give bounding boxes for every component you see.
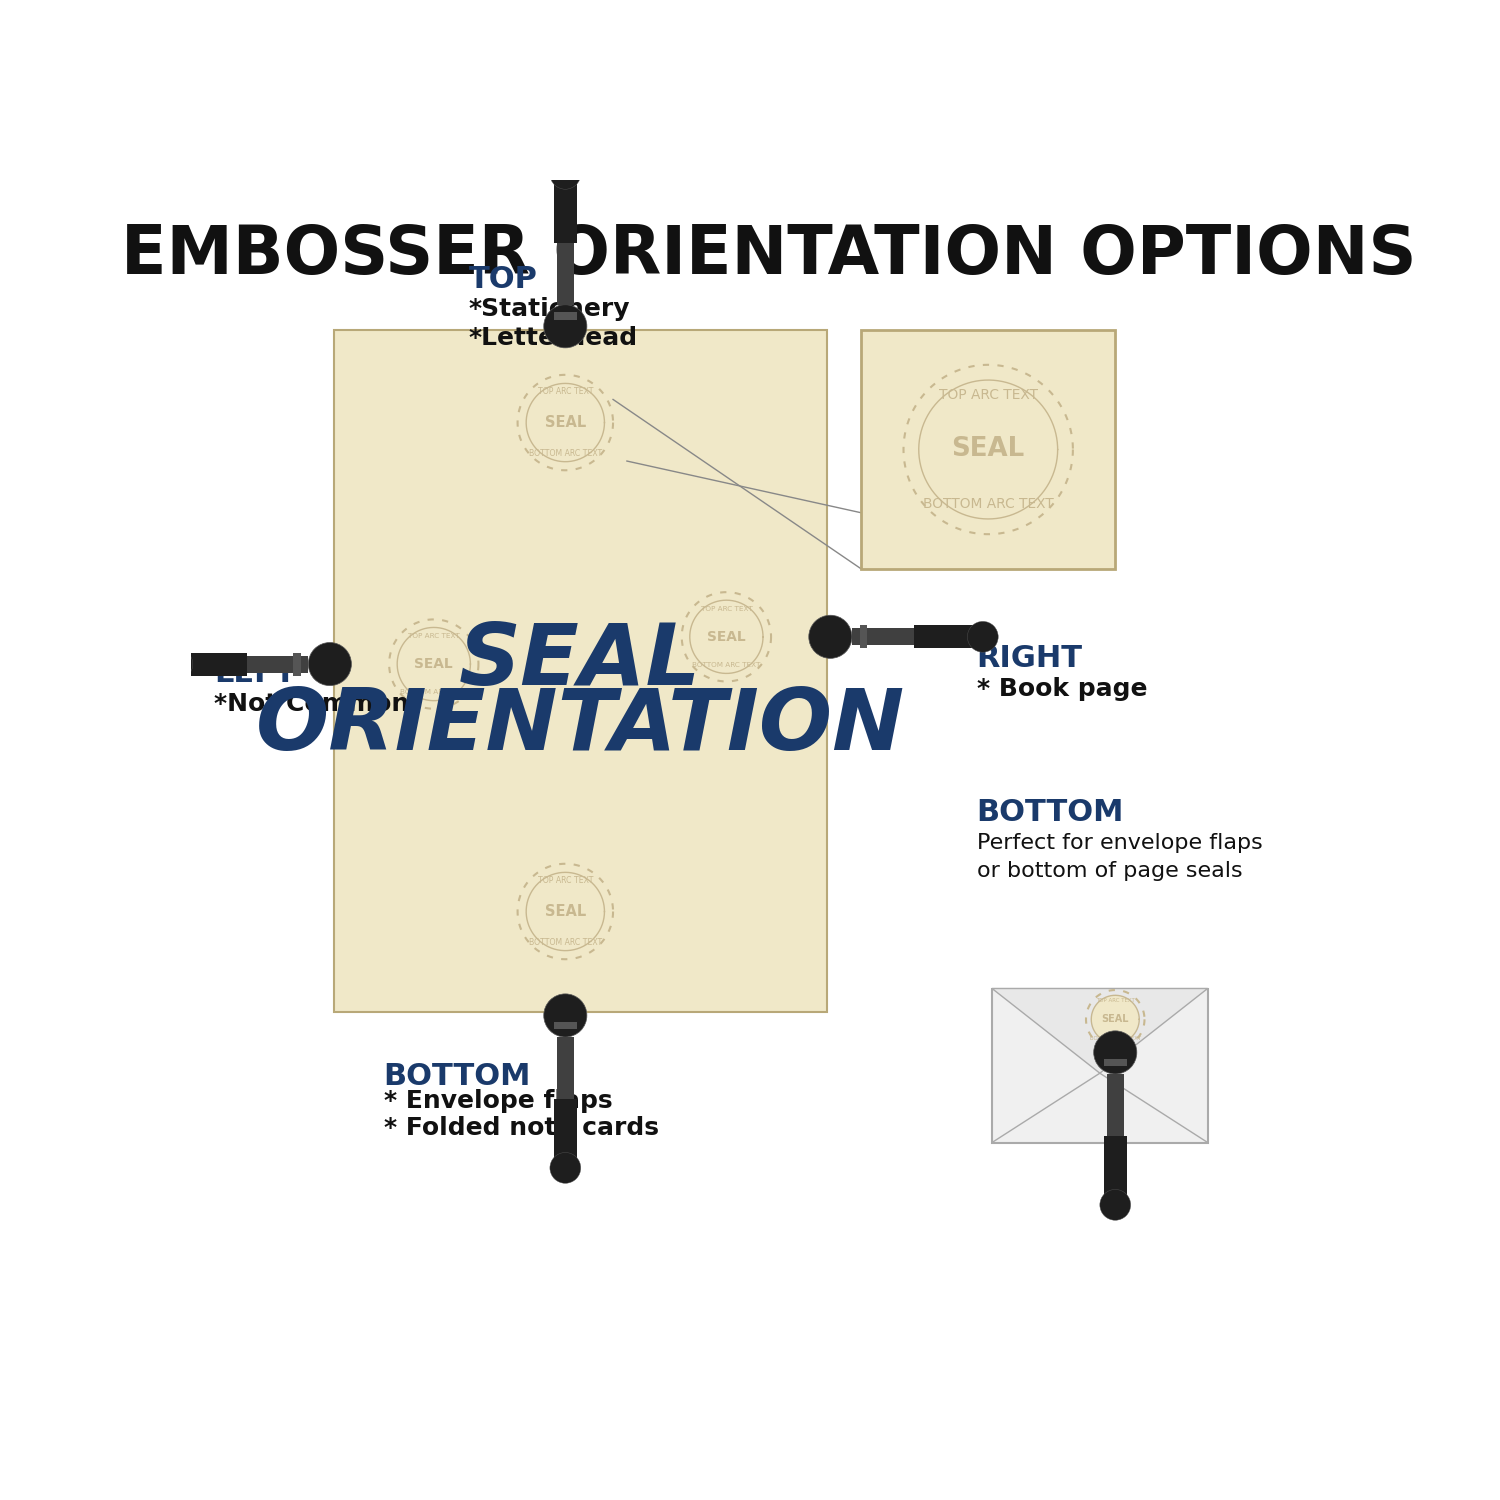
Circle shape: [1092, 996, 1138, 1042]
Bar: [246, 656, 309, 672]
Text: SEAL: SEAL: [544, 416, 586, 430]
Circle shape: [162, 648, 194, 680]
Text: TOP: TOP: [468, 266, 537, 294]
Text: ORIENTATION: ORIENTATION: [255, 686, 904, 768]
Text: * Book page: * Book page: [976, 676, 1148, 700]
Text: BOTTOM ARC TEXT: BOTTOM ARC TEXT: [922, 496, 1053, 512]
Circle shape: [968, 621, 998, 652]
Circle shape: [1100, 1190, 1131, 1221]
Bar: [861, 330, 1114, 568]
Text: Perfect for envelope flaps: Perfect for envelope flaps: [976, 833, 1263, 854]
Bar: [333, 330, 827, 1011]
Text: BOTTOM ARC TEXT: BOTTOM ARC TEXT: [528, 938, 602, 946]
Text: *Letterhead: *Letterhead: [468, 327, 638, 351]
Text: SEAL: SEAL: [544, 904, 586, 920]
Text: SEAL: SEAL: [1101, 1014, 1130, 1025]
Bar: [1107, 1074, 1124, 1136]
Text: SEAL: SEAL: [414, 657, 453, 670]
Circle shape: [808, 615, 852, 658]
Bar: [992, 988, 1208, 1143]
Bar: [177, 652, 246, 675]
Bar: [914, 626, 982, 648]
Circle shape: [1094, 1030, 1137, 1074]
Text: or bottom of page seals: or bottom of page seals: [976, 861, 1242, 882]
Bar: [292, 652, 300, 675]
Text: BOTTOM: BOTTOM: [976, 798, 1124, 826]
Text: BOTTOM ARC TEXT: BOTTOM ARC TEXT: [399, 688, 468, 694]
Bar: [852, 628, 914, 645]
Bar: [556, 243, 574, 304]
Bar: [554, 174, 578, 243]
Circle shape: [309, 642, 351, 686]
Text: TOP ARC TEXT: TOP ARC TEXT: [537, 387, 592, 396]
Circle shape: [550, 159, 580, 189]
Text: BOTTOM ARC TEXT: BOTTOM ARC TEXT: [528, 450, 602, 459]
Text: EMBOSSER ORIENTATION OPTIONS: EMBOSSER ORIENTATION OPTIONS: [122, 222, 1416, 288]
Circle shape: [544, 994, 586, 1036]
Text: BOTTOM ARC TEXT: BOTTOM ARC TEXT: [1089, 1035, 1140, 1041]
Text: BOTTOM: BOTTOM: [384, 1062, 531, 1090]
Text: * Envelope flaps: * Envelope flaps: [384, 1089, 612, 1113]
Bar: [556, 1036, 574, 1098]
Text: TOP ARC TEXT: TOP ARC TEXT: [537, 876, 592, 885]
Text: *Stationery: *Stationery: [468, 297, 630, 321]
Text: SEAL: SEAL: [459, 620, 702, 704]
Text: TOP ARC TEXT: TOP ARC TEXT: [939, 388, 1038, 402]
Text: RIGHT: RIGHT: [976, 644, 1083, 674]
Circle shape: [550, 1152, 580, 1184]
Text: TOP ARC TEXT: TOP ARC TEXT: [1096, 998, 1134, 1004]
Circle shape: [399, 628, 470, 699]
Circle shape: [544, 304, 586, 348]
Text: TOP ARC TEXT: TOP ARC TEXT: [700, 606, 753, 612]
Bar: [554, 1098, 578, 1168]
Bar: [554, 312, 578, 320]
Circle shape: [528, 873, 603, 950]
Bar: [1104, 1136, 1126, 1204]
Text: SEAL: SEAL: [706, 630, 746, 644]
Text: LEFT: LEFT: [214, 658, 296, 688]
Bar: [554, 1022, 578, 1029]
Text: TOP ARC TEXT: TOP ARC TEXT: [408, 633, 459, 639]
Polygon shape: [992, 988, 1208, 1072]
Circle shape: [528, 384, 603, 460]
Bar: [1104, 1059, 1126, 1066]
Text: SEAL: SEAL: [951, 436, 1024, 462]
Circle shape: [692, 602, 762, 672]
Text: *Not Common: *Not Common: [214, 692, 410, 715]
Circle shape: [921, 382, 1056, 518]
Text: * Folded note cards: * Folded note cards: [384, 1116, 658, 1140]
Text: BOTTOM ARC TEXT: BOTTOM ARC TEXT: [692, 662, 760, 668]
Bar: [859, 626, 867, 648]
